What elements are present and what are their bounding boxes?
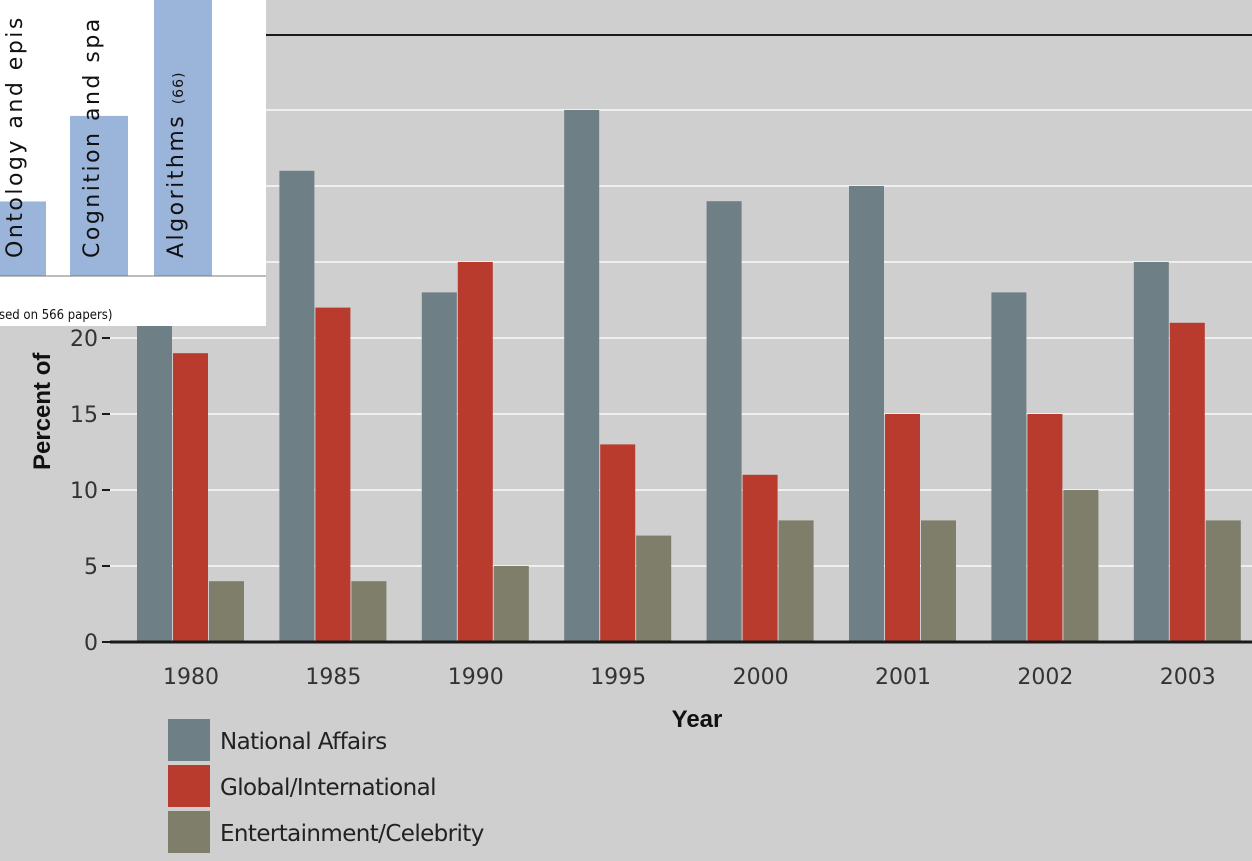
bar-2003-national-affairs: [1133, 262, 1169, 642]
bar-1995-national-affairs: [564, 110, 600, 642]
bar-1980-entertainment-celebrity: [209, 581, 244, 642]
y-tick-label: 5: [84, 555, 98, 580]
inset-chart-svg: Ontology and epis Cognition and spa Algori…: [0, 0, 266, 323]
bar-1990-entertainment-celebrity: [493, 566, 529, 642]
bar-2003-global-international: [1169, 322, 1205, 642]
bar-1990-national-affairs: [421, 292, 457, 642]
x-tick-label-2000: 2000: [733, 665, 789, 690]
bar-2000-entertainment-celebrity: [778, 520, 814, 642]
bar-2002-global-international: [1027, 414, 1063, 642]
y-tick-label: 10: [70, 479, 98, 504]
bar-1990-global-international: [457, 262, 493, 642]
y-tick-label: 20: [70, 327, 98, 352]
bar-1995-global-international: [600, 444, 636, 642]
x-tick-label-1995: 1995: [590, 665, 646, 690]
legend-label: Global/International: [220, 775, 436, 801]
inset-bars: Ontology and epis Cognition and spa Algori…: [0, 0, 212, 276]
y-tick-labels: 0 5 10 15 20: [70, 327, 110, 656]
y-axis-title: Percent of: [29, 352, 56, 470]
legend: National Affairs Global/International Ente…: [168, 719, 484, 853]
inset-note: sed on 566 papers): [0, 308, 112, 323]
bar-2001-global-international: [885, 414, 920, 642]
legend-swatch: [168, 719, 210, 761]
inset-bar-label: Ontology and epis: [3, 15, 28, 258]
x-tick-label-2002: 2002: [1017, 665, 1073, 690]
bar-1985-entertainment-celebrity: [351, 581, 387, 642]
inset-bar: [154, 0, 212, 276]
y-tick-label: 0: [84, 631, 98, 656]
inset-bar-count: (66): [171, 72, 187, 105]
bar-1980-global-international: [173, 353, 208, 642]
inset-bar: [0, 201, 46, 276]
inset-bar: [70, 115, 128, 276]
bars: [137, 110, 1241, 643]
legend-swatch: [168, 765, 210, 807]
bar-2000-national-affairs: [706, 201, 742, 642]
bar-2002-entertainment-celebrity: [1063, 490, 1099, 642]
x-tick-label-1990: 1990: [448, 665, 504, 690]
y-tick-label: 15: [70, 403, 98, 428]
bar-2001-entertainment-celebrity: [921, 520, 956, 642]
x-tick-labels: 1980 1985 1990 1995 2000 2001 2002 2003: [163, 665, 1216, 690]
bar-2000-global-international: [742, 474, 778, 642]
legend-swatch: [168, 811, 210, 853]
bar-2003-entertainment-celebrity: [1205, 520, 1241, 642]
bar-2002-national-affairs: [991, 292, 1027, 642]
x-tick-label-1980: 1980: [163, 665, 219, 690]
inset-chart: Ontology and epis Cognition and spa Algori…: [0, 0, 266, 326]
x-tick-label-2003: 2003: [1160, 665, 1216, 690]
bar-1980-national-affairs: [137, 307, 172, 642]
bar-1985-national-affairs: [279, 170, 315, 643]
legend-label: National Affairs: [220, 729, 387, 755]
bar-2001-national-affairs: [849, 186, 884, 642]
legend-label: Entertainment/Celebrity: [220, 821, 484, 847]
x-axis-title: Year: [672, 706, 723, 733]
x-tick-label-2001: 2001: [875, 665, 931, 690]
bar-1995-entertainment-celebrity: [636, 535, 672, 642]
inset-bar-label: Cognition and spa: [80, 16, 105, 258]
bar-1985-global-international: [315, 307, 351, 642]
x-tick-label-1985: 1985: [305, 665, 361, 690]
